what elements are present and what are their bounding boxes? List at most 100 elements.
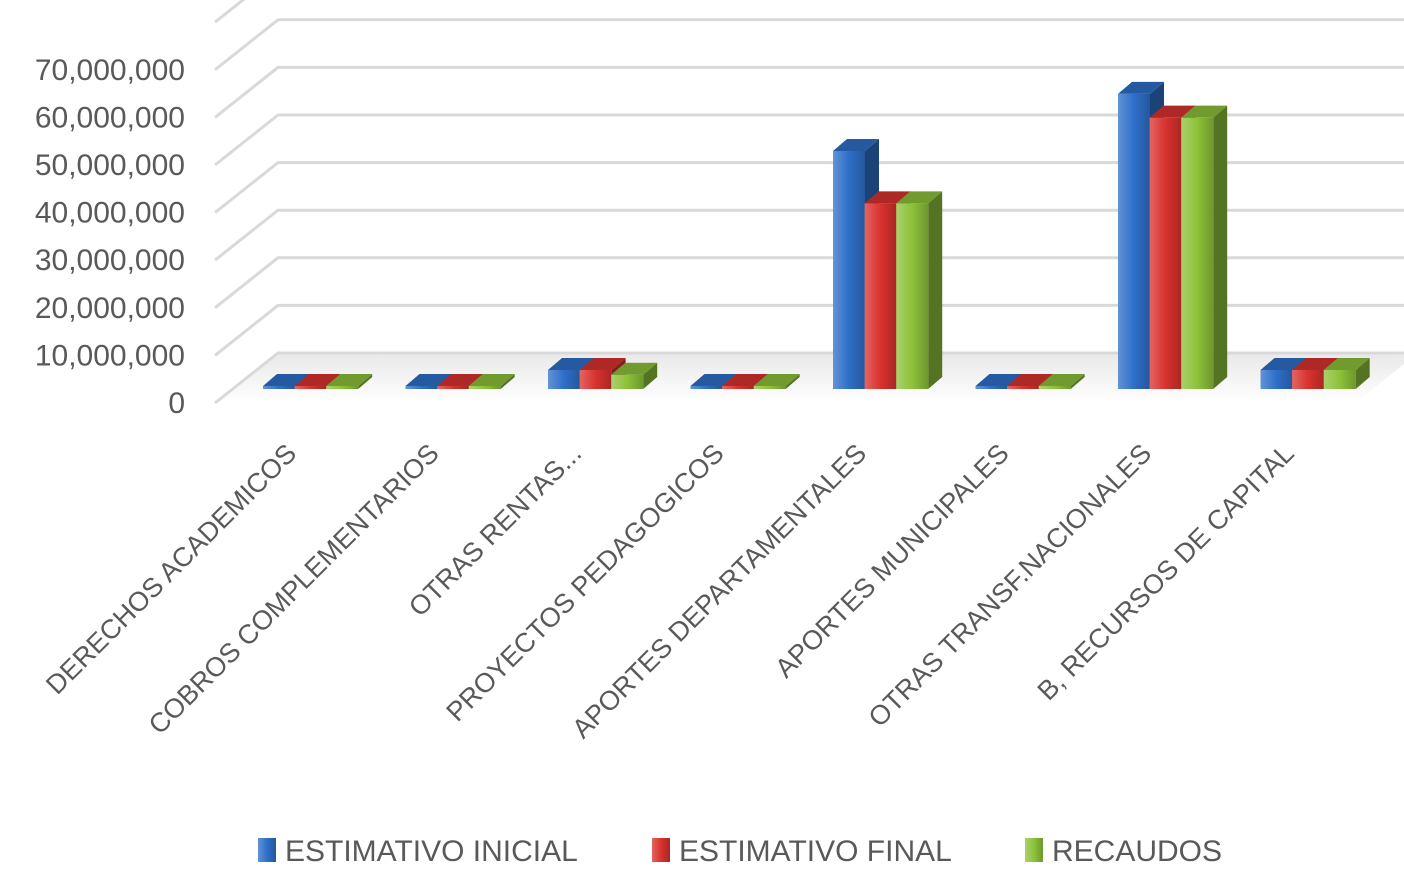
bar-top-face bbox=[548, 357, 594, 370]
bar-top-face bbox=[326, 374, 373, 386]
gridline bbox=[214, 351, 1404, 405]
y-tick-label: 10,000,000 bbox=[35, 339, 185, 372]
category-label: APORTES MUNICIPALES bbox=[769, 438, 1014, 683]
gridline bbox=[214, 208, 1404, 262]
bar-front-face bbox=[690, 386, 723, 389]
legend-label: RECAUDOS bbox=[1052, 835, 1222, 868]
bar-front-face bbox=[405, 386, 438, 389]
bar-front-face bbox=[1260, 369, 1293, 389]
bar-top-face bbox=[722, 374, 769, 386]
bar-top-face bbox=[611, 362, 658, 375]
gridline bbox=[214, 18, 1404, 71]
bar-top-face bbox=[294, 374, 341, 386]
bar-top-face bbox=[975, 374, 1022, 386]
bar-front-face bbox=[579, 369, 612, 389]
gridline bbox=[214, 256, 1404, 309]
y-tick-label: 0 bbox=[168, 387, 185, 420]
bar-front-face bbox=[468, 386, 501, 389]
bar-top-face bbox=[437, 374, 484, 386]
bar-top-face bbox=[1292, 357, 1339, 370]
bar-top-face bbox=[1181, 105, 1228, 118]
legend-swatch bbox=[258, 838, 276, 862]
bar-front-face bbox=[1118, 93, 1150, 389]
category-label: PROYECTOS PEDAGOGICOS bbox=[440, 438, 729, 727]
legend-label: ESTIMATIVO INICIAL bbox=[285, 835, 578, 868]
y-tick-label: 40,000,000 bbox=[35, 197, 185, 230]
category-label: COBROS COMPLEMENTARIOS bbox=[143, 438, 445, 740]
legend-swatch bbox=[652, 838, 670, 862]
category-label: APORTES DEPARTAMENTALES bbox=[566, 438, 872, 744]
category-label: B, RECURSOS DE CAPITAL bbox=[1032, 438, 1300, 706]
bar[interactable] bbox=[468, 374, 515, 389]
bar[interactable] bbox=[326, 374, 373, 389]
bar-top-face bbox=[1007, 374, 1054, 386]
bar-top-face bbox=[1260, 357, 1307, 370]
bar-side-face bbox=[1070, 374, 1085, 389]
bar-front-face bbox=[975, 386, 1008, 389]
legend-item: ESTIMATIVO FINAL bbox=[652, 835, 952, 868]
gridline bbox=[214, 65, 1404, 119]
gridline bbox=[214, 0, 246, 24]
bar-top-face bbox=[753, 374, 800, 386]
bar-top-face bbox=[468, 374, 515, 386]
y-tick-label: 60,000,000 bbox=[35, 101, 185, 134]
bar-side-face bbox=[643, 362, 658, 389]
bar-front-face bbox=[833, 151, 865, 389]
bar-top-face bbox=[833, 139, 879, 151]
legend-swatch bbox=[1025, 838, 1043, 862]
bar-side-face bbox=[928, 191, 943, 389]
y-tick-label: 50,000,000 bbox=[35, 149, 185, 182]
bar-front-face bbox=[294, 386, 327, 389]
bar-top-face bbox=[1038, 374, 1085, 386]
chart-floor bbox=[215, 353, 1404, 403]
y-tick-label: 30,000,000 bbox=[35, 244, 185, 277]
gridline bbox=[214, 303, 1404, 357]
bar-front-face bbox=[722, 386, 755, 389]
bar-top-face bbox=[864, 191, 911, 204]
bar-top-face bbox=[1149, 105, 1196, 118]
category-label: DERECHOS ACADEMICOS bbox=[40, 438, 302, 700]
legend-label: ESTIMATIVO FINAL bbox=[679, 835, 952, 868]
bar-top-face bbox=[405, 374, 452, 386]
legend-item: RECAUDOS bbox=[1025, 835, 1222, 868]
gridline bbox=[214, 161, 1404, 214]
bar-side-face bbox=[500, 374, 515, 389]
bar[interactable] bbox=[611, 362, 658, 389]
bar-top-face bbox=[263, 374, 309, 386]
gridline bbox=[214, 113, 1404, 167]
bar[interactable] bbox=[1323, 357, 1370, 389]
bar-front-face bbox=[1149, 117, 1182, 390]
y-tick-label: 20,000,000 bbox=[35, 292, 185, 325]
bar-front-face bbox=[263, 386, 295, 389]
bar-front-face bbox=[1007, 386, 1040, 389]
bar-front-face bbox=[437, 386, 470, 389]
bar-top-face bbox=[1118, 81, 1164, 94]
bar-side-face bbox=[785, 374, 800, 389]
bar[interactable] bbox=[1038, 374, 1085, 389]
bar-front-face bbox=[326, 386, 359, 389]
bar-top-face bbox=[579, 357, 626, 370]
bar[interactable] bbox=[753, 374, 800, 389]
bar-front-face bbox=[1323, 369, 1356, 389]
bar-front-face bbox=[753, 386, 786, 389]
bar-front-face bbox=[1292, 369, 1325, 389]
bar-front-face bbox=[1181, 117, 1214, 390]
bar-side-face bbox=[358, 374, 373, 389]
category-label: OTRAS TRANSF.NACIONALES bbox=[863, 438, 1158, 733]
bar[interactable] bbox=[896, 191, 943, 389]
bar-side-face bbox=[1355, 357, 1370, 389]
bar-top-face bbox=[896, 191, 943, 204]
bar-top-face bbox=[690, 374, 737, 386]
bar-front-face bbox=[864, 203, 897, 389]
legend-item: ESTIMATIVO INICIAL bbox=[258, 835, 578, 868]
bar-front-face bbox=[1038, 386, 1071, 389]
y-tick-label: 70,000,000 bbox=[35, 54, 185, 87]
bar-side-face bbox=[1213, 105, 1228, 390]
bar-front-face bbox=[548, 369, 580, 389]
bar[interactable] bbox=[1181, 105, 1228, 390]
bar-top-face bbox=[1323, 357, 1370, 370]
bar-front-face bbox=[896, 203, 929, 389]
bar-front-face bbox=[611, 374, 644, 389]
